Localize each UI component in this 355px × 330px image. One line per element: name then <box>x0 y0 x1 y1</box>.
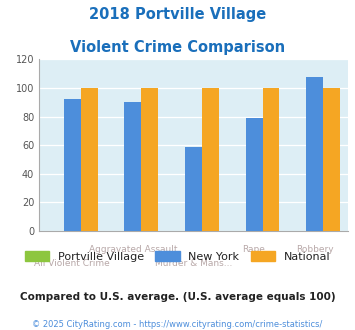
Text: © 2025 CityRating.com - https://www.cityrating.com/crime-statistics/: © 2025 CityRating.com - https://www.city… <box>32 320 323 329</box>
Text: Violent Crime Comparison: Violent Crime Comparison <box>70 40 285 54</box>
Text: Murder & Mans...: Murder & Mans... <box>155 259 232 268</box>
Text: Compared to U.S. average. (U.S. average equals 100): Compared to U.S. average. (U.S. average … <box>20 292 335 302</box>
Text: Aggravated Assault: Aggravated Assault <box>89 245 177 254</box>
Bar <box>81 88 98 231</box>
Bar <box>125 102 141 231</box>
Text: Robbery: Robbery <box>296 245 333 254</box>
Text: All Violent Crime: All Violent Crime <box>34 259 110 268</box>
Bar <box>64 99 81 231</box>
Bar <box>306 77 323 231</box>
Bar <box>141 88 158 231</box>
Bar <box>323 88 340 231</box>
Bar <box>202 88 219 231</box>
Text: Rape: Rape <box>242 245 266 254</box>
Bar <box>246 118 262 231</box>
Bar <box>185 147 202 231</box>
Bar <box>262 88 279 231</box>
Text: 2018 Portville Village: 2018 Portville Village <box>89 7 266 21</box>
Legend: Portville Village, New York, National: Portville Village, New York, National <box>20 247 335 267</box>
